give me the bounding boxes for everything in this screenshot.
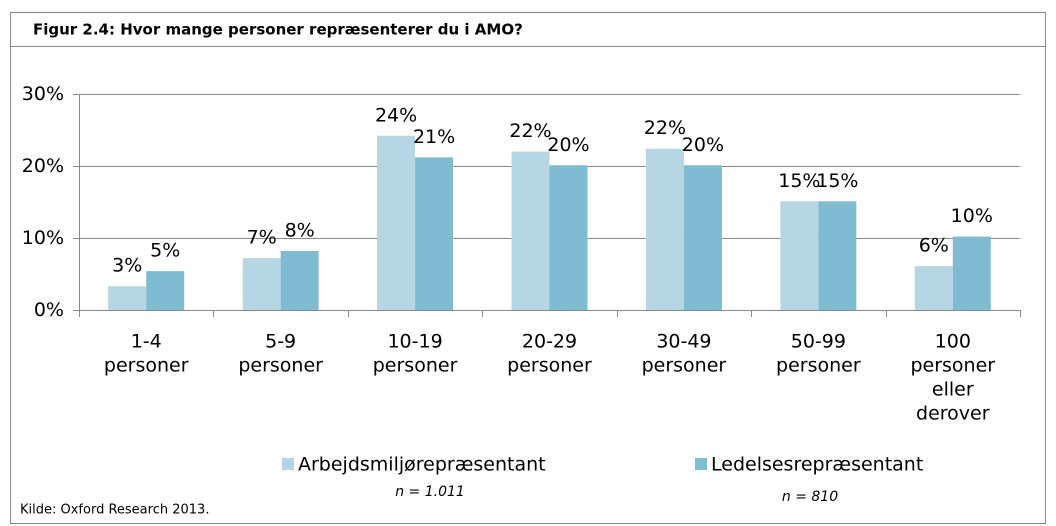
bar [914, 266, 953, 310]
x-tick-label: eller [932, 379, 974, 401]
x-tick-label: personer [642, 355, 727, 377]
x-tick-label: personer [776, 355, 861, 377]
bar [146, 271, 185, 310]
y-tick-label: 0% [34, 299, 64, 321]
legend-label: Arbejdsmiljørepræsentant [298, 454, 546, 476]
bar [645, 148, 684, 310]
value-label: 10% [951, 205, 993, 227]
legend-label: Ledelsesrepræsentant [711, 454, 923, 476]
bar [780, 201, 819, 310]
bar [415, 157, 454, 310]
sample-size: n = 810 [782, 489, 838, 505]
value-label: 15% [778, 170, 820, 192]
x-tick-label: personer [104, 355, 189, 377]
bar [377, 135, 416, 310]
value-label: 8% [285, 219, 315, 241]
bar [242, 258, 281, 310]
y-tick-label: 20% [22, 155, 64, 177]
x-tick-label: 50-99 [791, 331, 846, 353]
value-label: 6% [919, 235, 949, 257]
value-label: 20% [682, 134, 724, 156]
sample-size: n = 1.011 [395, 484, 465, 500]
x-tick-label: 10-19 [387, 331, 442, 353]
legend-swatch [695, 458, 707, 470]
x-tick-label: 20-29 [522, 331, 577, 353]
y-tick-label: 10% [22, 227, 64, 249]
value-label: 21% [413, 126, 455, 148]
y-tick-label: 30% [22, 83, 64, 105]
bar [683, 165, 722, 310]
x-tick-label: personer [910, 355, 995, 377]
value-label: 3% [112, 255, 142, 277]
x-tick-label: 100 [935, 331, 971, 353]
x-tick-label: 30-49 [656, 331, 711, 353]
x-tick-label: derover [916, 403, 990, 425]
bar [511, 151, 550, 310]
bar [818, 201, 857, 310]
source: Kilde: Oxford Research 2013. [20, 503, 209, 518]
x-tick-label: personer [373, 355, 458, 377]
value-label: 22% [644, 117, 686, 139]
x-tick-label: 1-4 [131, 331, 162, 353]
value-label: 20% [547, 134, 589, 156]
bar [108, 286, 147, 310]
bar [549, 165, 588, 310]
x-tick-label: 5-9 [265, 331, 296, 353]
x-tick-label: personer [238, 355, 323, 377]
bar [280, 250, 319, 310]
bar [952, 236, 991, 310]
legend-swatch [282, 458, 294, 470]
value-label: 24% [375, 104, 417, 126]
x-tick-label: personer [507, 355, 592, 377]
value-label: 15% [816, 170, 858, 192]
value-label: 7% [247, 227, 277, 249]
frame [10, 12, 1046, 524]
chart-title: Figur 2.4: Hvor mange personer repræsent… [33, 21, 523, 39]
value-label: 22% [509, 120, 551, 142]
value-label: 5% [150, 240, 180, 262]
